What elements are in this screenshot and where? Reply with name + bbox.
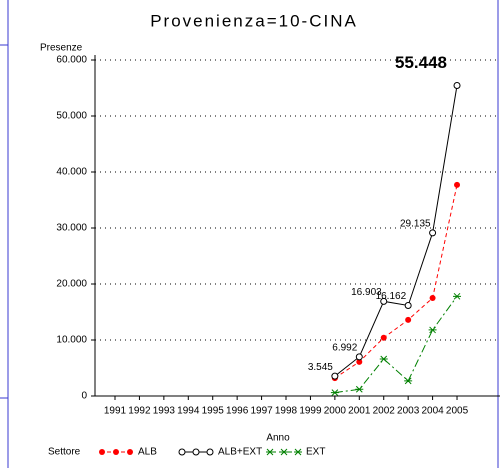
legend-marker bbox=[113, 449, 119, 455]
point bbox=[355, 385, 364, 393]
point bbox=[330, 389, 339, 396]
y-tick-label: 60.000 bbox=[56, 55, 87, 66]
data-label: 16.162 bbox=[376, 291, 407, 302]
point bbox=[454, 181, 461, 188]
point bbox=[379, 355, 388, 363]
legend-marker bbox=[178, 448, 186, 456]
data-label: 29.135 bbox=[400, 218, 431, 229]
y-tick-label: 50.000 bbox=[56, 111, 87, 122]
x-tick-label: 2003 bbox=[397, 406, 420, 417]
x-tick-label: 1993 bbox=[153, 406, 176, 417]
legend-marker bbox=[192, 448, 200, 456]
y-tick-label: 30.000 bbox=[56, 223, 87, 234]
point bbox=[405, 316, 412, 323]
x-tick-label: 1992 bbox=[128, 406, 151, 417]
x-tick-label: 2002 bbox=[373, 406, 396, 417]
point bbox=[404, 377, 413, 385]
point bbox=[453, 292, 462, 300]
x-tick-label: 2000 bbox=[324, 406, 347, 417]
data-label: 3.545 bbox=[308, 362, 333, 373]
y-axis-label: Presenze bbox=[40, 43, 83, 54]
legend-label: ALB+EXT bbox=[218, 447, 262, 458]
x-tick-label: 1991 bbox=[104, 406, 127, 417]
legend-title: Settore bbox=[48, 447, 81, 458]
chart-title: Provenienza=10-CINA bbox=[150, 11, 358, 30]
x-axis-label: Anno bbox=[266, 433, 290, 444]
legend-marker bbox=[99, 449, 105, 455]
x-tick-label: 2004 bbox=[421, 406, 444, 417]
point bbox=[428, 326, 437, 334]
legend-label: ALB bbox=[138, 447, 157, 458]
series-line bbox=[334, 296, 458, 394]
legend-marker bbox=[206, 448, 214, 456]
point bbox=[404, 301, 412, 309]
point bbox=[380, 334, 387, 341]
y-tick-label: 10.000 bbox=[56, 335, 87, 346]
data-label: 16.903 bbox=[351, 287, 382, 298]
point bbox=[453, 81, 461, 89]
x-tick-label: 2005 bbox=[446, 406, 469, 417]
x-tick-label: 1996 bbox=[226, 406, 249, 417]
x-tick-label: 1998 bbox=[275, 406, 298, 417]
x-tick-label: 1995 bbox=[202, 406, 225, 417]
legend-marker bbox=[280, 448, 288, 456]
x-tick-label: 1999 bbox=[299, 406, 322, 417]
legend-marker bbox=[127, 449, 133, 455]
y-tick-label: 0 bbox=[81, 391, 87, 402]
point bbox=[356, 358, 363, 365]
point bbox=[380, 297, 388, 305]
legend-marker bbox=[266, 448, 274, 456]
point bbox=[355, 353, 363, 361]
legend-marker bbox=[294, 448, 302, 456]
legend-label: EXT bbox=[306, 447, 325, 458]
x-tick-label: 1997 bbox=[250, 406, 273, 417]
series-line bbox=[334, 184, 458, 379]
y-tick-label: 40.000 bbox=[56, 167, 87, 178]
data-label: 55.448 bbox=[395, 53, 447, 72]
x-tick-label: 2001 bbox=[348, 406, 371, 417]
data-label: 6.992 bbox=[332, 342, 357, 353]
y-tick-label: 20.000 bbox=[56, 279, 87, 290]
series-line bbox=[334, 85, 458, 377]
point bbox=[331, 372, 339, 380]
point bbox=[429, 229, 437, 237]
point bbox=[429, 295, 436, 301]
x-tick-label: 1994 bbox=[177, 406, 200, 417]
